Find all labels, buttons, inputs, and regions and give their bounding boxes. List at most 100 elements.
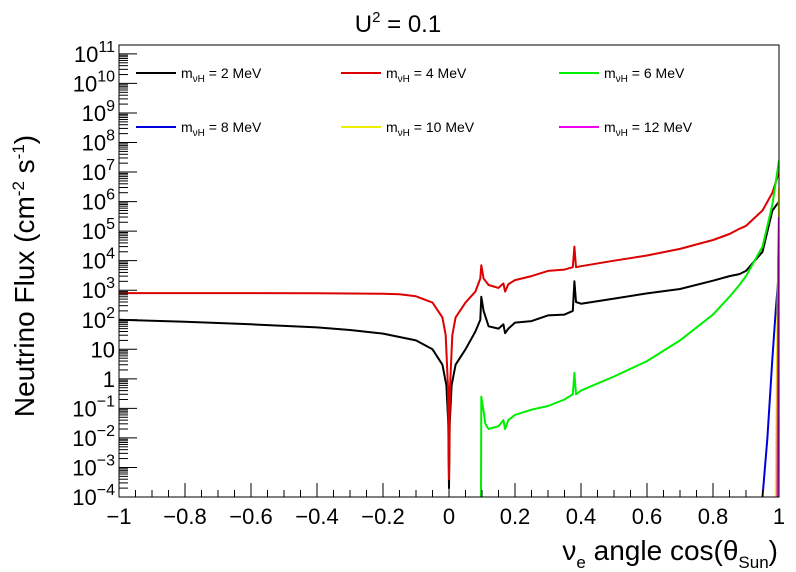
y-tick-exponent: 4 xyxy=(106,246,115,263)
legend-label-sub: νH xyxy=(616,128,628,139)
x-tick-label: 0.2 xyxy=(500,504,531,529)
y-tick-label: 10−1 xyxy=(72,393,115,421)
x-tick-label: 0.6 xyxy=(632,504,663,529)
legend-label-sub: νH xyxy=(398,74,410,85)
y-tick-exponent: 5 xyxy=(106,216,115,233)
legend-label-sub: νH xyxy=(616,74,628,85)
y-tick-label: 106 xyxy=(82,187,115,215)
legend-label-main: m xyxy=(181,119,193,135)
y-tick-label: 10−4 xyxy=(72,482,115,510)
y-tick-label: 10−3 xyxy=(72,452,115,480)
legend-entry-1: mνH = 2 MeV xyxy=(136,65,262,85)
legend-label-rest: = 4 MeV xyxy=(410,65,467,81)
y-tick-base: 10 xyxy=(82,131,106,156)
y-tick-base: 10 xyxy=(82,101,106,126)
y-tick-base: 10 xyxy=(73,71,97,96)
y-tick-label: 1010 xyxy=(73,68,115,96)
y-tick-exponent: 10 xyxy=(97,68,115,85)
y-tick-exponent: 2 xyxy=(106,305,115,322)
legend-label: mνH = 8 MeV xyxy=(181,119,262,139)
title-main: U xyxy=(355,11,372,38)
legend-label-rest: = 12 MeV xyxy=(628,119,693,135)
y-tick-exponent: −3 xyxy=(97,452,115,469)
legend-label: mνH = 10 MeV xyxy=(386,119,475,139)
x-tick-label: −0.4 xyxy=(295,504,338,529)
x-tick-label: −0.2 xyxy=(361,504,404,529)
y-tick-label: 107 xyxy=(82,157,115,185)
y-tick-label: 1 xyxy=(103,367,115,392)
legend-label-main: m xyxy=(604,119,616,135)
y-tick-exponent: 6 xyxy=(106,187,115,204)
y-tick-label: 103 xyxy=(82,275,115,303)
axes: −1 −0.8 −0.6 −0.4 −0.2 0 0.2 0.4 0.6 0.8 110−410−3… xyxy=(72,39,785,529)
y-tick-base: 10 xyxy=(72,485,96,510)
chart-title: U2 = 0.1 xyxy=(355,9,441,38)
y-tick-base: 1 xyxy=(103,367,115,392)
y-tick-base: 10 xyxy=(82,249,106,274)
x-tick-label: 1 xyxy=(773,504,785,529)
x-tick-label: −0.8 xyxy=(163,504,206,529)
y-axis-label: Neutrino Flux (cm-2 s-1) xyxy=(9,135,40,417)
y-tick-base: 10 xyxy=(72,426,96,451)
y-tick-base: 10 xyxy=(72,455,96,480)
title-rest: = 0.1 xyxy=(380,11,441,38)
y-tick-label: 109 xyxy=(82,98,115,126)
series-line-2 xyxy=(119,171,779,481)
y-tick-exponent: −4 xyxy=(97,482,115,499)
series-line-1 xyxy=(119,201,779,490)
legend-entry-2: mνH = 4 MeV xyxy=(341,65,467,85)
x-tick-label: −0.6 xyxy=(229,504,272,529)
y-tick-base: 10 xyxy=(82,278,106,303)
y-tick-base: 10 xyxy=(82,308,106,333)
y-tick-exponent: 3 xyxy=(106,275,115,292)
y-tick-base: 10 xyxy=(82,219,106,244)
x-tick-label: 0 xyxy=(443,504,455,529)
x-axis-label: νe angle cos(θSun) xyxy=(562,535,778,572)
y-tick-exponent: −2 xyxy=(97,423,115,440)
legend-label-sub: νH xyxy=(193,74,205,85)
legend-entry-6: mνH = 12 MeV xyxy=(559,119,693,139)
legend-label-main: m xyxy=(386,119,398,135)
y-tick-exponent: 8 xyxy=(106,128,115,145)
y-tick-exponent: 11 xyxy=(98,39,115,56)
y-tick-label: 105 xyxy=(82,216,115,244)
series-line-3 xyxy=(480,160,779,497)
legend-entry-5: mνH = 10 MeV xyxy=(341,119,475,139)
y-tick-base: 10 xyxy=(91,337,115,362)
legend-label-main: m xyxy=(604,65,616,81)
y-tick-label: 10−2 xyxy=(72,423,115,451)
legend-label-rest: = 2 MeV xyxy=(205,65,262,81)
legend-label: mνH = 12 MeV xyxy=(604,119,693,139)
y-tick-base: 10 xyxy=(82,160,106,185)
y-tick-base: 10 xyxy=(74,42,98,67)
title-superscript: 2 xyxy=(372,9,380,26)
legend-entry-4: mνH = 8 MeV xyxy=(136,119,262,139)
x-tick-label: −1 xyxy=(106,504,131,529)
legend-label: mνH = 4 MeV xyxy=(386,65,467,85)
legend-label-rest: = 6 MeV xyxy=(628,65,685,81)
legend-label-sub: νH xyxy=(193,128,205,139)
x-tick-label: 0.4 xyxy=(566,504,597,529)
legend-entry-3: mνH = 6 MeV xyxy=(559,65,685,85)
y-tick-exponent: 9 xyxy=(106,98,115,115)
y-tick-label: 102 xyxy=(82,305,115,333)
legend-label: mνH = 2 MeV xyxy=(181,65,262,85)
plot-area xyxy=(119,160,779,497)
y-tick-label: 104 xyxy=(82,246,115,274)
legend-label-main: m xyxy=(181,65,193,81)
y-tick-exponent: 7 xyxy=(106,157,115,174)
legend-label-rest: = 10 MeV xyxy=(410,119,475,135)
x-tick-label: 0.8 xyxy=(698,504,729,529)
y-tick-base: 10 xyxy=(82,190,106,215)
legend-label-main: m xyxy=(386,65,398,81)
y-tick-base: 10 xyxy=(72,396,96,421)
y-tick-label: 1011 xyxy=(74,39,115,67)
legend-label-sub: νH xyxy=(398,128,410,139)
legend-label-rest: = 8 MeV xyxy=(205,119,262,135)
series-lines xyxy=(119,160,779,497)
y-tick-label: 108 xyxy=(82,128,115,156)
y-tick-exponent: −1 xyxy=(97,393,115,410)
legend-label: mνH = 6 MeV xyxy=(604,65,685,85)
